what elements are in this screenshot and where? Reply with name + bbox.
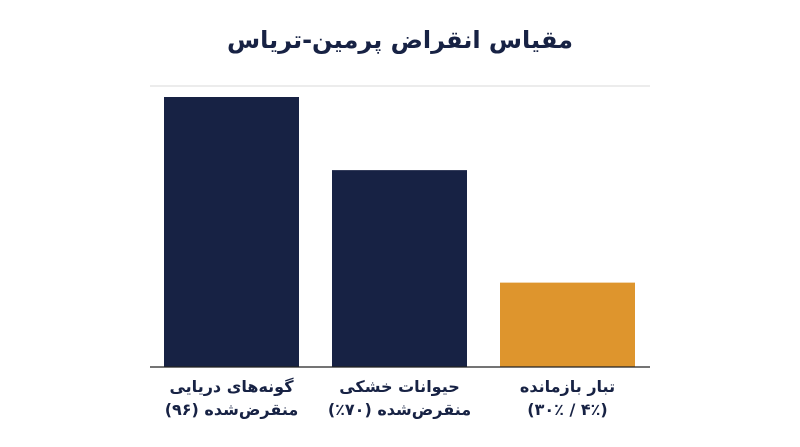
category-label-3-line-1: تبار بازمانده xyxy=(520,377,615,396)
chart-title: مقیاس انقراض پرمین-تریاس xyxy=(227,26,573,54)
category-label-1-line-2: منقرض‌شده (۹۶) xyxy=(165,400,299,419)
bar-2 xyxy=(332,170,467,367)
bars-group xyxy=(164,97,635,367)
category-labels-group: گونه‌های دریایی منقرض‌شده (۹۶) حیوانات خشک… xyxy=(165,377,615,419)
category-label-1-line-1: گونه‌های دریایی xyxy=(169,377,294,396)
bar-1 xyxy=(164,97,299,367)
category-label-3-line-2: (۴٪ / ۳۰٪) xyxy=(527,400,607,419)
category-label-2-line-1: حیوانات خشکی xyxy=(339,377,460,396)
bar-3 xyxy=(500,282,635,367)
category-label-2-line-2: منقرض‌شده (۷۰٪) xyxy=(328,400,471,419)
